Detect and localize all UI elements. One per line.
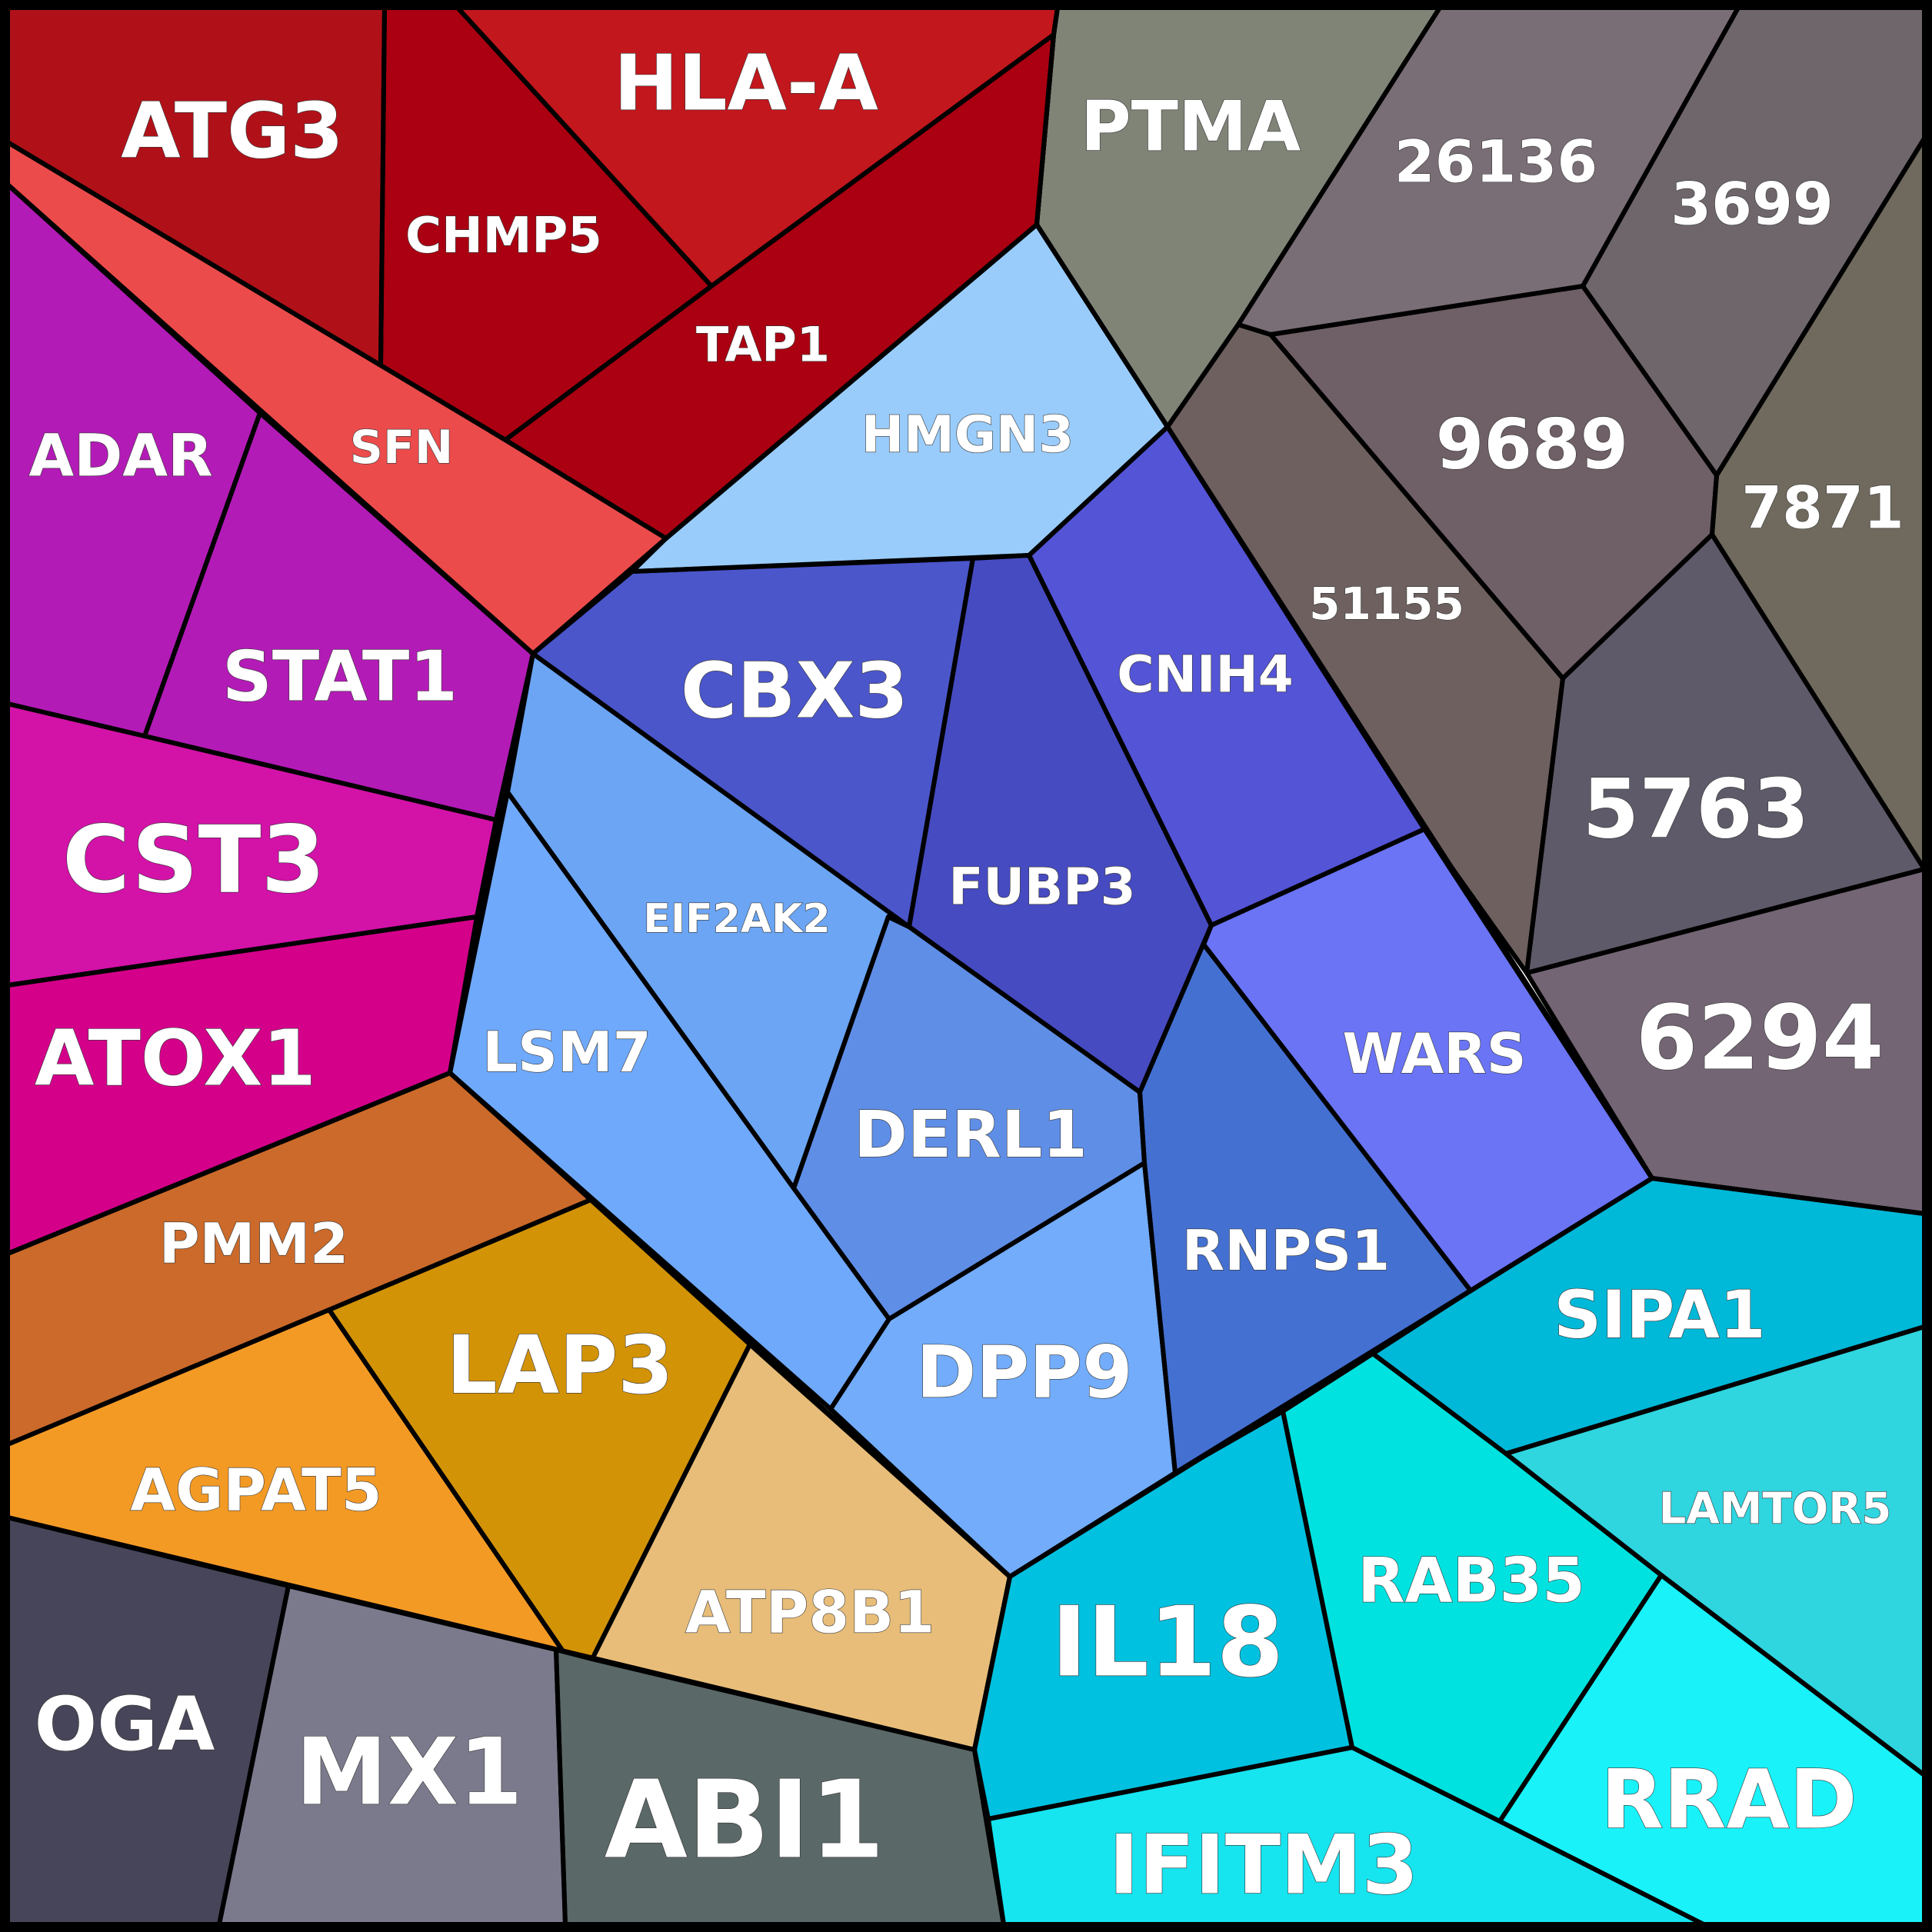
cell-label-rnps1: RNPS1 [1182,1218,1390,1283]
cell-label-atox1: ATOX1 [35,1014,316,1104]
cell-label-cst3: CST3 [62,808,325,914]
cell-label-6294: 6294 [1636,987,1884,1091]
cell-label-adar: ADAR [28,421,212,490]
cell-label-fubp3: FUBP3 [948,858,1135,917]
cell-label-sipa1: SIPA1 [1554,1277,1765,1354]
cell-label-sfn: SFN [350,421,453,475]
cell-label-abi1: ABI1 [605,1758,885,1884]
cell-label-cnih4: CNIH4 [1117,645,1293,705]
cell-label-rab35: RAB35 [1357,1545,1585,1617]
cell-label-lamtor5: LAMTOR5 [1659,1484,1892,1534]
labels-layer: ATG3 HLA-A CHMP5 TAP1 SFN ADAR STAT1 CST3 ATOX1 P… [28,38,1905,1913]
cell-label-3699: 3699 [1671,170,1834,238]
cell-label-mx1: MX1 [295,1720,522,1827]
cell-label-cbx3: CBX3 [681,646,908,736]
cell-label-eif2ak2: EIF2AK2 [643,896,830,942]
cell-label-wars: WARS [1342,1021,1526,1086]
cell-label-rrad: RRAD [1601,1753,1857,1847]
cell-label-dpp9: DPP9 [916,1331,1132,1415]
cell-label-ptma: PTMA [1081,87,1301,168]
cell-label-hmgn3: HMGN3 [861,405,1074,465]
cell-label-hla-a: HLA-A [614,38,878,128]
cell-label-il18: IL18 [1051,1586,1284,1699]
cell-label-26136: 26136 [1394,128,1597,196]
cell-label-atp8b1: ATP8B1 [685,1578,934,1647]
cell-label-lap3: LAP3 [446,1318,673,1412]
cell-label-pmm2: PMM2 [159,1211,348,1276]
cell-label-chmp5: CHMP5 [405,208,602,265]
cell-label-agpat5: AGPAT5 [130,1456,382,1524]
cell-label-tap1: TAP1 [696,317,830,373]
cell-label-oga: OGA [35,1681,215,1767]
cell-label-5763: 5763 [1582,762,1809,857]
cell-label-derl1: DERL1 [854,1097,1088,1172]
cell-label-lsm7: LSM7 [482,1020,651,1084]
cell-label-ifitm3: IFITM3 [1109,1818,1419,1913]
cell-label-51155: 51155 [1309,578,1464,630]
cell-label-7871: 7871 [1741,474,1904,542]
cell-label-stat1: STAT1 [222,637,458,718]
cell-label-9689: 9689 [1436,405,1629,485]
cells-layer [7,7,1926,1925]
cell-label-atg3: ATG3 [121,86,344,176]
